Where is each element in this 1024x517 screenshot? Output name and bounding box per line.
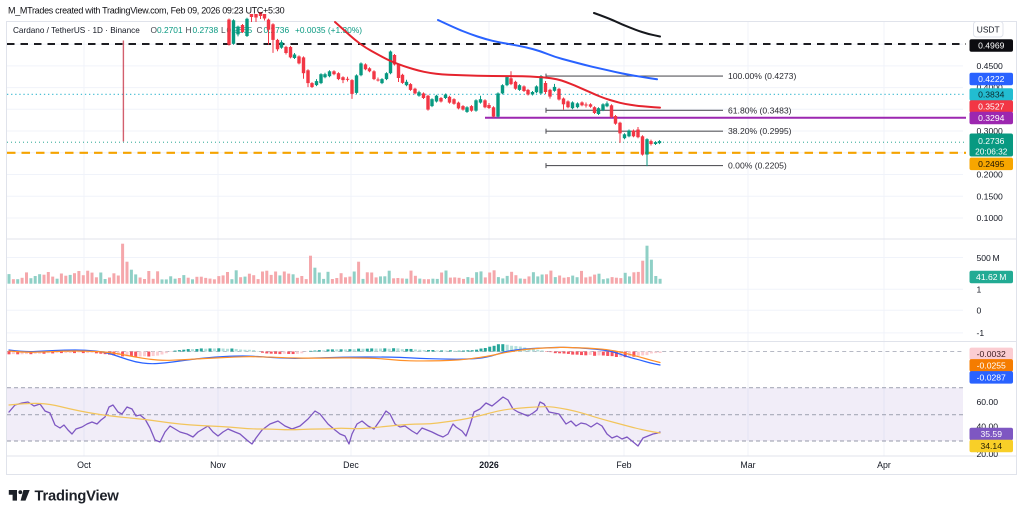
svg-text:+0.0035 (+1.30%): +0.0035 (+1.30%) <box>295 25 362 35</box>
svg-text:60.00: 60.00 <box>977 397 999 407</box>
svg-text:0.2000: 0.2000 <box>977 170 1004 180</box>
svg-text:100.00% (0.4273): 100.00% (0.4273) <box>728 71 796 81</box>
svg-text:2026: 2026 <box>479 460 499 470</box>
svg-text:61.80% (0.3483): 61.80% (0.3483) <box>728 105 792 115</box>
svg-text:M_MTrades created with Trading: M_MTrades created with TradingView.com, … <box>8 6 285 16</box>
svg-text:L: L <box>221 25 226 35</box>
svg-text:-0.0255: -0.0255 <box>977 361 1006 371</box>
svg-text:20.00: 20.00 <box>977 449 999 459</box>
svg-text:34.14: 34.14 <box>980 441 1002 451</box>
svg-text:Apr: Apr <box>877 460 891 470</box>
svg-text:0.4222: 0.4222 <box>978 74 1005 84</box>
svg-text:0.3294: 0.3294 <box>978 113 1005 123</box>
svg-text:0.2738: 0.2738 <box>193 25 219 35</box>
svg-text:40.00: 40.00 <box>977 421 999 431</box>
svg-text:USDT: USDT <box>977 25 1000 35</box>
svg-text:0.3000: 0.3000 <box>977 126 1004 136</box>
svg-text:Dec: Dec <box>343 460 359 470</box>
svg-text:0.1000: 0.1000 <box>977 213 1004 223</box>
svg-text:0.2701: 0.2701 <box>157 25 183 35</box>
svg-text:Oct: Oct <box>77 460 91 470</box>
svg-text:-1: -1 <box>977 328 985 338</box>
svg-text:TradingView: TradingView <box>35 489 120 505</box>
svg-text:O: O <box>151 25 158 35</box>
svg-text:-0.0032: -0.0032 <box>977 349 1006 359</box>
svg-text:0.2736: 0.2736 <box>978 136 1005 146</box>
svg-text:H: H <box>186 25 192 35</box>
svg-text:0.00% (0.2205): 0.00% (0.2205) <box>728 161 787 171</box>
svg-text:0.2736: 0.2736 <box>264 25 290 35</box>
svg-text:-0.0287: -0.0287 <box>977 372 1006 382</box>
svg-text:0.4500: 0.4500 <box>977 61 1004 71</box>
svg-text:1: 1 <box>977 284 982 294</box>
svg-text:0.1500: 0.1500 <box>977 191 1004 201</box>
svg-text:Mar: Mar <box>740 460 755 470</box>
svg-text:41.62 M: 41.62 M <box>976 272 1006 282</box>
svg-text:38.20% (0.2995): 38.20% (0.2995) <box>728 126 792 136</box>
svg-text:0: 0 <box>977 305 982 315</box>
svg-text:Feb: Feb <box>616 460 631 470</box>
svg-text:0.4969: 0.4969 <box>978 41 1005 51</box>
svg-text:20:06:32: 20:06:32 <box>975 146 1008 156</box>
svg-text:0.3527: 0.3527 <box>978 102 1005 112</box>
svg-text:Cardano / TetherUS · 1D · Bina: Cardano / TetherUS · 1D · Binance <box>13 26 140 35</box>
svg-text:Nov: Nov <box>210 460 226 470</box>
svg-text:500 M: 500 M <box>977 253 1000 263</box>
svg-text:C: C <box>257 25 263 35</box>
svg-text:0.2495: 0.2495 <box>978 159 1005 169</box>
svg-text:0.3834: 0.3834 <box>978 90 1005 100</box>
svg-text:35.59: 35.59 <box>980 429 1002 439</box>
svg-text:0.4000: 0.4000 <box>977 83 1004 93</box>
